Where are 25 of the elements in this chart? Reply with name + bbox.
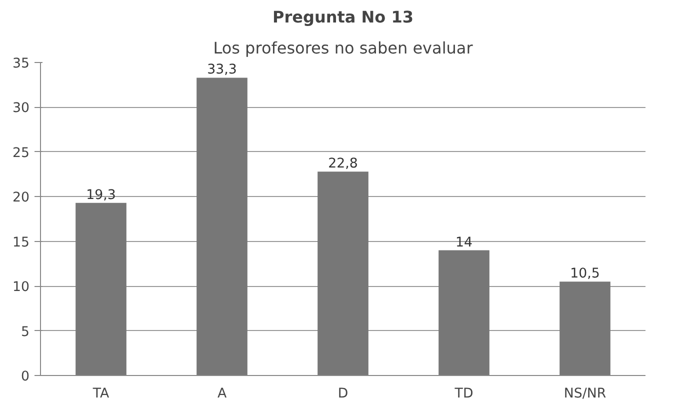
y-tick-label: 15 — [12, 235, 30, 250]
bar — [318, 172, 368, 376]
x-tick-label: A — [217, 386, 227, 402]
data-label: 22,8 — [328, 156, 358, 172]
bar — [560, 282, 610, 376]
data-label: 14 — [456, 235, 472, 250]
bar — [438, 250, 490, 376]
data-label: 10,5 — [570, 266, 600, 282]
y-tick-label: 25 — [12, 146, 30, 161]
y-tick-label: 0 — [21, 370, 30, 384]
bar — [196, 78, 248, 376]
y-tick-label: 10 — [12, 280, 30, 296]
y-tick-label: 30 — [12, 101, 30, 116]
y-tick-label: 20 — [12, 190, 30, 206]
y-tick-label: 5 — [21, 324, 30, 340]
x-tick-label: TA — [92, 386, 110, 402]
y-tick-label: 35 — [12, 56, 30, 72]
chart-title: Pregunta No 13 — [272, 8, 414, 26]
x-tick-label: NS/NR — [564, 386, 606, 402]
x-tick-label: D — [338, 386, 348, 402]
data-label: 33,3 — [207, 62, 237, 78]
chart-subtitle: Los profesores no saben evaluar — [213, 38, 474, 58]
x-tick-label: TD — [454, 386, 474, 402]
bar — [76, 202, 126, 376]
data-label: 19,3 — [86, 188, 116, 203]
